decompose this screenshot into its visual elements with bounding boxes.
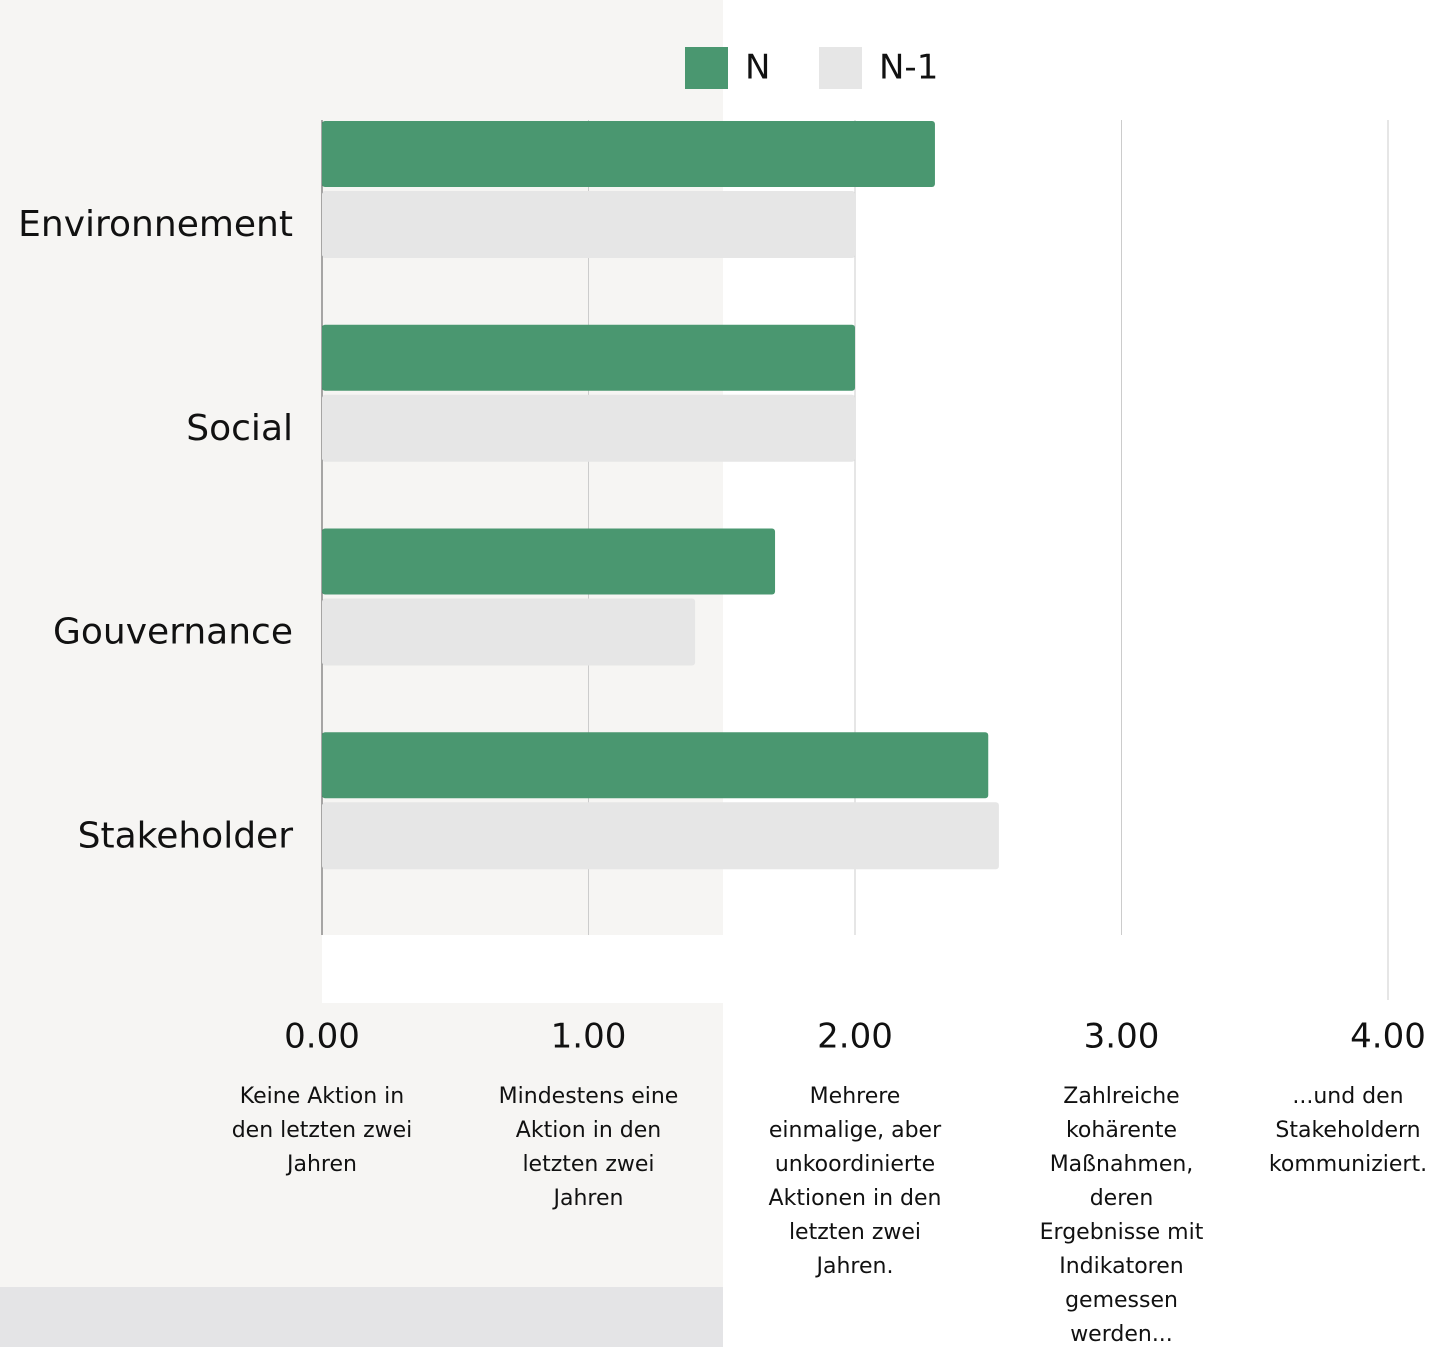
x-tick-label: 4.00: [1350, 1017, 1426, 1057]
plot-background: [322, 935, 723, 1003]
y-tick-label: Gouvernance: [53, 612, 293, 653]
background-image: [0, 1287, 723, 1347]
bar: [322, 732, 989, 799]
x-tick-description: Mehrere einmalige, aber unkoordinierte A…: [768, 1084, 942, 1279]
x-tick-description: Keine Aktion in den letzten zwei Jahren: [231, 1084, 413, 1177]
x-tick-label: 0.00: [284, 1017, 360, 1057]
x-tick-description: ...und den Stakeholdern kommuniziert.: [1268, 1084, 1428, 1177]
bar: [322, 121, 935, 187]
bar: [322, 802, 999, 870]
x-tick-label: 1.00: [551, 1017, 627, 1057]
bar: [322, 528, 776, 595]
legend-swatch: [819, 47, 862, 89]
y-tick-label: Social: [186, 408, 293, 449]
x-tick-description: Mindestens eine Aktion in den letzten zw…: [498, 1084, 679, 1211]
legend-swatch: [685, 47, 728, 89]
bar: [322, 598, 696, 666]
x-tick-description: Zahlreiche kohärente Maßnahmen, deren Er…: [1039, 1084, 1204, 1347]
x-tick-label: 3.00: [1084, 1017, 1160, 1057]
x-tick-label: 2.00: [817, 1017, 893, 1057]
bar: [322, 394, 855, 462]
bar: [322, 324, 855, 391]
legend-label: N: [745, 48, 770, 88]
y-tick-label: Environnement: [18, 204, 293, 245]
bar: [322, 191, 855, 258]
y-tick-label: Stakeholder: [78, 815, 294, 856]
legend-label: N-1: [879, 48, 938, 88]
